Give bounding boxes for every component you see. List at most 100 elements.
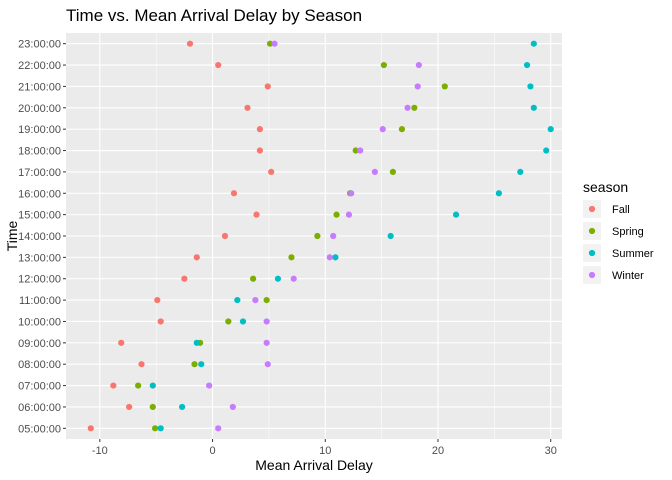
legend-label-spring: Spring [612,226,644,238]
point-fall [215,61,222,69]
y-tick-label: 17:00:00 [18,167,61,179]
chart-title: Time vs. Mean Arrival Delay by Season [66,6,362,25]
point-summer [523,61,531,69]
y-tick-label: 08:00:00 [18,359,61,371]
y-tick-label: 12:00:00 [18,274,61,286]
point-fall [253,211,260,218]
y-tick-label: 11:00:00 [19,295,61,307]
point-winter [206,382,213,389]
point-spring [411,104,418,111]
y-tick-label: 22:00:00 [18,60,61,72]
major-grid [66,33,562,439]
y-tick-label: 23:00:00 [18,39,61,51]
point-summer [149,382,156,389]
point-fall [87,425,94,432]
point-summer [495,190,502,197]
point-fall [138,361,145,368]
point-spring [441,83,448,90]
y-tick-label: 20:00:00 [18,103,61,115]
point-summer [543,147,550,154]
point-spring [266,40,274,47]
point-winter [290,275,297,282]
point-spring [352,147,359,154]
point-fall [181,275,188,282]
point-winter [414,83,421,90]
point-winter [215,425,222,432]
point-winter [271,40,278,47]
legend-label-winter: Winter [612,270,644,282]
point-summer [157,425,164,432]
point-fall [110,382,117,389]
point-spring [380,61,387,69]
point-winter [263,318,270,325]
point-summer [198,361,205,368]
legend-marker-fall [588,205,596,213]
legend-marker-spring [588,227,596,235]
legend-marker-winter [588,271,596,279]
point-summer [530,104,537,111]
point-winter [415,61,422,69]
y-tick-label: 14:00:00 [18,231,61,243]
point-summer [274,275,282,282]
point-winter [371,168,378,175]
point-fall [268,168,275,175]
point-spring [151,425,159,432]
x-tick-label: 0 [209,445,215,457]
point-spring [149,403,156,411]
point-summer [530,40,537,47]
point-summer [387,232,394,240]
point-winter [348,190,355,197]
point-fall [154,297,161,304]
x-axis: -10 0 10 20 30 [92,439,557,457]
point-winter [326,254,333,261]
point-winter [252,297,259,304]
legend-title: season [583,179,628,195]
point-spring [389,168,397,175]
point-summer [179,403,186,411]
point-fall [193,254,200,261]
y-tick-label: 21:00:00 [18,81,61,93]
point-spring [135,382,142,389]
point-fall [230,190,238,197]
point-fall [244,104,251,111]
y-tick-label: 06:00:00 [18,402,61,414]
y-axis-title: Time [4,220,20,251]
y-tick-label: 07:00:00 [18,381,61,393]
point-summer [332,254,339,261]
point-winter [330,232,337,240]
legend-label-summer: Summer [612,248,654,260]
point-fall [186,40,194,47]
point-spring [225,318,232,325]
point-spring [333,211,340,218]
x-tick-label: 20 [432,445,444,457]
point-summer [527,83,534,90]
legend-label-fall: Fall [612,204,630,216]
y-tick-label: 19:00:00 [18,124,61,136]
x-tick-label: 30 [545,445,557,457]
point-spring [288,254,295,261]
point-summer [193,339,200,346]
point-summer [517,168,524,175]
point-spring [263,297,270,304]
legend: season Fall Spring Summer Winter [583,179,654,284]
y-tick-label: 10:00:00 [18,316,61,328]
point-spring [398,126,406,133]
point-fall [126,403,133,411]
point-winter [345,211,353,218]
point-fall [118,339,125,346]
point-summer [234,297,241,304]
point-winter [404,104,411,111]
y-tick-label: 18:00:00 [18,146,61,158]
y-tick-label: 09:00:00 [18,338,61,350]
point-fall [256,126,263,133]
point-spring [314,232,321,240]
y-tick-label: 05:00:00 [18,423,61,435]
point-winter [357,147,364,154]
point-summer [452,211,460,218]
point-fall [157,318,164,325]
y-tick-label: 16:00:00 [18,188,61,200]
point-fall [221,232,229,240]
point-spring [191,361,198,368]
point-summer [547,126,554,133]
